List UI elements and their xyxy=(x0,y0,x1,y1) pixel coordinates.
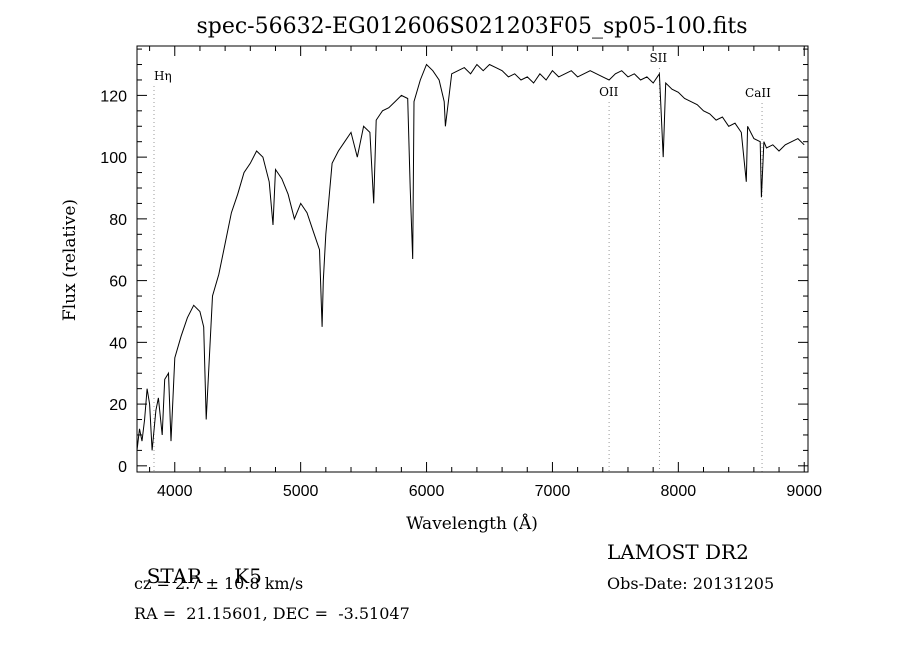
spectral-line-label: OII xyxy=(599,85,619,99)
x-tick-label: 9000 xyxy=(786,483,822,500)
spectral-line-label: SII xyxy=(649,51,667,65)
x-tick-label: 7000 xyxy=(535,483,571,500)
y-tick-label: 120 xyxy=(100,88,127,105)
x-axis-label: Wavelength (Å) xyxy=(406,513,538,534)
y-tick-label: 100 xyxy=(100,150,127,167)
y-tick-label: 80 xyxy=(109,212,127,229)
object-class: STAR xyxy=(146,564,203,588)
redshift-velocity: cz = 2.7 ± 10.8 km/s xyxy=(134,574,304,593)
chart-title: spec-56632-EG012606S021203F05_sp05-100.f… xyxy=(196,14,747,39)
x-tick-label: 8000 xyxy=(661,483,697,500)
spectrum-series-line xyxy=(136,63,805,451)
coordinates: RA = 21.15601, DEC = -3.51047 xyxy=(134,604,410,623)
y-tick-label: 20 xyxy=(109,397,127,414)
x-tick-label: 5000 xyxy=(283,483,319,500)
survey-name: LAMOST DR2 xyxy=(607,540,749,564)
x-tick-label: 6000 xyxy=(409,483,445,500)
y-tick-label: 40 xyxy=(109,335,127,352)
axis-ticks: 4000 5000 6000 7000 8000 9000 0 20 40 60 80 100 120 xyxy=(100,46,822,500)
spectral-line-markers: Hη OII SII CaII xyxy=(153,51,771,472)
spectral-line-label: CaII xyxy=(745,86,771,100)
object-class-row: STAR K5 xyxy=(134,540,262,588)
object-subclass: K5 xyxy=(234,564,262,588)
y-tick-label: 60 xyxy=(109,274,127,291)
spectral-line-label: Hη xyxy=(154,69,172,83)
observation-date: Obs-Date: 20131205 xyxy=(607,574,775,593)
y-tick-label: 0 xyxy=(118,459,127,476)
x-tick-label: 4000 xyxy=(157,483,193,500)
plot-frame xyxy=(136,45,809,473)
y-axis-label: Flux (relative) xyxy=(60,199,80,321)
